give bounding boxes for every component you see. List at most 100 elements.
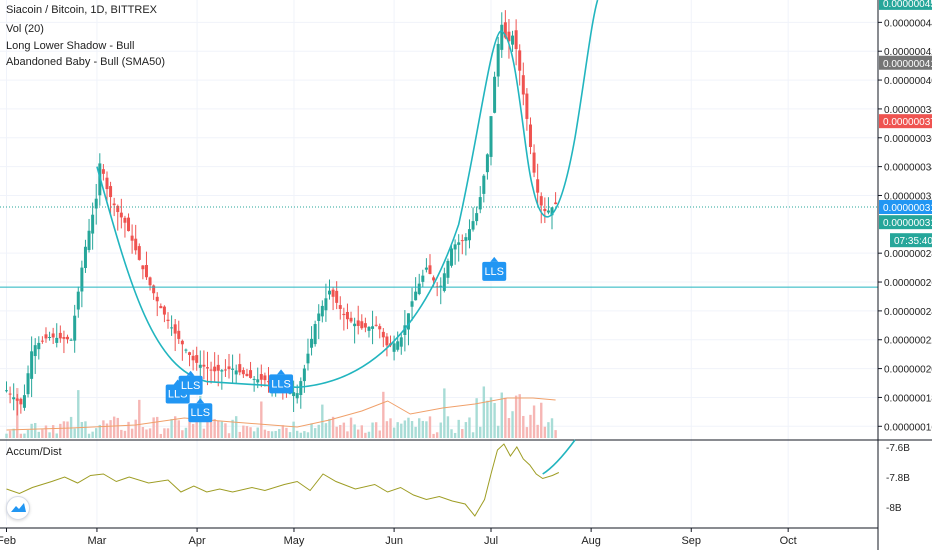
marker-label[interactable]: LLS xyxy=(484,266,504,278)
volume-bar xyxy=(317,424,320,438)
legend-pattern-long-lower-shadow[interactable]: Long Lower Shadow - Bull xyxy=(6,40,135,52)
volume-bar xyxy=(141,427,145,438)
candle-body xyxy=(94,198,98,209)
volume-bar xyxy=(267,431,270,438)
accum-dist-line xyxy=(6,443,560,517)
volume-bar xyxy=(443,388,446,438)
volume-bar xyxy=(163,428,166,438)
volume-bar xyxy=(468,417,471,438)
volume-bar xyxy=(486,400,489,438)
grid xyxy=(0,0,878,525)
volume-bar xyxy=(152,417,155,438)
volume-bar xyxy=(209,420,213,438)
candle-body xyxy=(220,370,224,372)
candle-body xyxy=(263,375,267,381)
volume-bar xyxy=(396,422,399,438)
candle-body xyxy=(417,283,421,295)
candle-body xyxy=(177,330,181,339)
price-tick-label: 0.00000018 xyxy=(884,393,932,404)
candle-body xyxy=(546,210,550,213)
price-tick-label: 0.00000022 xyxy=(884,336,932,347)
candle-body xyxy=(44,334,48,339)
volume-bar xyxy=(364,432,367,438)
volume-bar xyxy=(525,427,529,438)
candle-body xyxy=(521,75,525,95)
volume-bar xyxy=(5,433,8,438)
volume-bar xyxy=(532,405,536,438)
price-tick-label: 0.00000036 xyxy=(884,134,932,145)
candle-body xyxy=(525,93,529,119)
candle-body xyxy=(30,351,34,379)
candle-body xyxy=(33,345,37,357)
candle-body xyxy=(313,324,317,345)
volume-bar xyxy=(400,423,403,438)
volume-bar xyxy=(220,421,224,438)
legend-volume[interactable]: Vol (20) xyxy=(6,23,44,35)
volume-bar xyxy=(292,421,295,438)
candle-body xyxy=(73,315,77,341)
marker-label[interactable]: LLS xyxy=(271,378,291,390)
tradingview-logo-icon[interactable] xyxy=(6,496,30,520)
volume-bar xyxy=(550,418,554,438)
volume-bar xyxy=(159,433,163,438)
volume-bar xyxy=(349,417,353,438)
candle-body xyxy=(198,364,202,368)
volume-bar xyxy=(328,418,331,438)
candle-body xyxy=(12,397,16,400)
candle-body xyxy=(80,267,84,292)
candle-body xyxy=(363,323,367,328)
candle-body xyxy=(554,202,558,205)
volume-bar xyxy=(464,422,468,438)
volume-bar xyxy=(310,423,313,438)
candle-body xyxy=(428,265,432,275)
volume-bar xyxy=(547,422,550,438)
candle-body xyxy=(424,267,428,270)
candle-body xyxy=(66,336,70,340)
marker-box[interactable] xyxy=(482,261,507,281)
candle-body xyxy=(48,336,52,338)
legend-pattern-abandoned-baby[interactable]: Abandoned Baby - Bull (SMA50) xyxy=(6,56,165,68)
reference-lines xyxy=(0,206,878,288)
volume-bar xyxy=(102,420,105,438)
volume-bar xyxy=(403,420,407,438)
volume-bar xyxy=(116,417,119,438)
price-badge xyxy=(890,233,932,248)
marker-box[interactable] xyxy=(188,403,213,423)
volume-bar xyxy=(105,423,109,438)
marker-box[interactable] xyxy=(269,374,294,394)
volume-bar xyxy=(44,425,48,438)
time-tick-label: Sep xyxy=(681,535,701,547)
volume-bar xyxy=(410,421,414,438)
candle-body xyxy=(381,331,385,338)
volume-bar xyxy=(353,424,356,438)
candle-body xyxy=(245,373,249,377)
volume-bar xyxy=(256,427,259,438)
volume-bar xyxy=(389,418,392,438)
volume-bar xyxy=(181,430,184,438)
marker-label[interactable]: LLS xyxy=(181,380,201,392)
candle-body xyxy=(159,306,163,309)
volume-bar xyxy=(479,426,482,438)
candle-body xyxy=(306,353,310,364)
marker-label[interactable]: LLS xyxy=(191,407,211,419)
candle-body xyxy=(500,24,504,50)
candle-body xyxy=(5,390,8,392)
volume-bar xyxy=(170,419,173,438)
indicator-label[interactable]: Accum/Dist xyxy=(6,446,62,458)
volume-bar xyxy=(339,424,342,438)
volume-bars xyxy=(5,386,557,438)
volume-bar xyxy=(457,419,460,438)
volume-bar xyxy=(12,428,15,438)
time-tick-label: Feb xyxy=(0,535,16,547)
marker-box[interactable] xyxy=(178,375,203,395)
volume-bar xyxy=(95,428,98,438)
candle-body xyxy=(123,217,127,223)
volume-bar xyxy=(252,431,256,438)
volume-bar xyxy=(378,430,381,438)
volume-bar xyxy=(303,431,306,438)
price-badge-label: 0.00000031 xyxy=(883,203,932,214)
candle-body xyxy=(532,152,536,173)
candle-body xyxy=(22,395,26,408)
candle-body xyxy=(421,275,425,282)
